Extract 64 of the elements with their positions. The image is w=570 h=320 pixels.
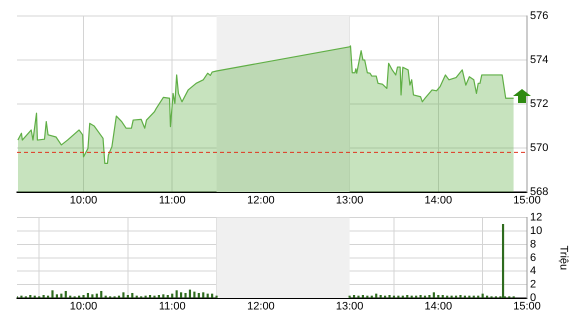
bar	[482, 294, 484, 298]
x-tick-label: 15:00	[513, 300, 541, 313]
bar	[206, 294, 209, 298]
y-tick-label: 6	[530, 252, 536, 264]
bar	[162, 294, 164, 298]
y-tick-label: 10	[530, 225, 542, 238]
x-tick-label: 11:00	[158, 300, 186, 313]
bar	[126, 294, 129, 298]
bar	[459, 294, 462, 298]
bar	[148, 294, 152, 298]
bar	[180, 292, 182, 298]
x-tick-label: 12:00	[247, 300, 275, 313]
bar	[64, 290, 67, 298]
y-tick-label: 570	[530, 142, 548, 154]
y-tick-label: 2	[530, 278, 536, 291]
bar	[211, 294, 214, 298]
bar	[188, 290, 192, 298]
bar	[86, 292, 90, 298]
bar	[428, 294, 431, 298]
bar	[198, 292, 200, 298]
bar	[158, 294, 160, 298]
bar	[42, 294, 45, 298]
bar	[406, 294, 408, 298]
bar	[375, 294, 378, 298]
bar	[388, 294, 391, 298]
y-tick-label: 574	[530, 54, 548, 66]
bar	[60, 294, 62, 298]
x-tick-label: 13:00	[336, 300, 364, 313]
bar	[29, 294, 32, 298]
bar	[419, 294, 422, 298]
bar	[100, 290, 102, 298]
x-tick-label: 13:00	[336, 194, 364, 207]
bar	[171, 294, 174, 298]
bar	[202, 292, 204, 298]
x-tick-label: 12:00	[247, 194, 275, 207]
bar	[96, 294, 98, 298]
y-tick-label: 4	[530, 265, 536, 278]
x-tick-label: 10:00	[70, 194, 98, 207]
bar	[122, 292, 125, 298]
y-tick-label: 12	[530, 212, 542, 224]
bar	[166, 294, 169, 298]
x-tick-label: 14:00	[424, 300, 452, 313]
x-tick-label: 11:00	[158, 194, 186, 207]
y-tick-label: 8	[530, 238, 536, 250]
bar	[56, 294, 58, 298]
bar	[380, 294, 382, 298]
bar	[184, 292, 187, 298]
bar	[91, 294, 94, 298]
bar	[362, 294, 364, 298]
x-tick-label: 10:00	[70, 300, 98, 313]
bar	[432, 292, 435, 298]
bar	[82, 294, 85, 298]
y-axis-title: Triệu	[557, 245, 570, 270]
y-tick-label: 576	[530, 10, 548, 22]
y-tick-label: 572	[530, 98, 548, 110]
bar	[131, 292, 134, 298]
x-tick-label: 14:00	[424, 194, 452, 207]
bar	[502, 224, 504, 298]
bar	[442, 294, 444, 298]
bar	[437, 294, 440, 298]
bar	[51, 290, 54, 298]
bar	[193, 292, 196, 298]
bar	[352, 294, 356, 298]
bar	[176, 290, 178, 298]
